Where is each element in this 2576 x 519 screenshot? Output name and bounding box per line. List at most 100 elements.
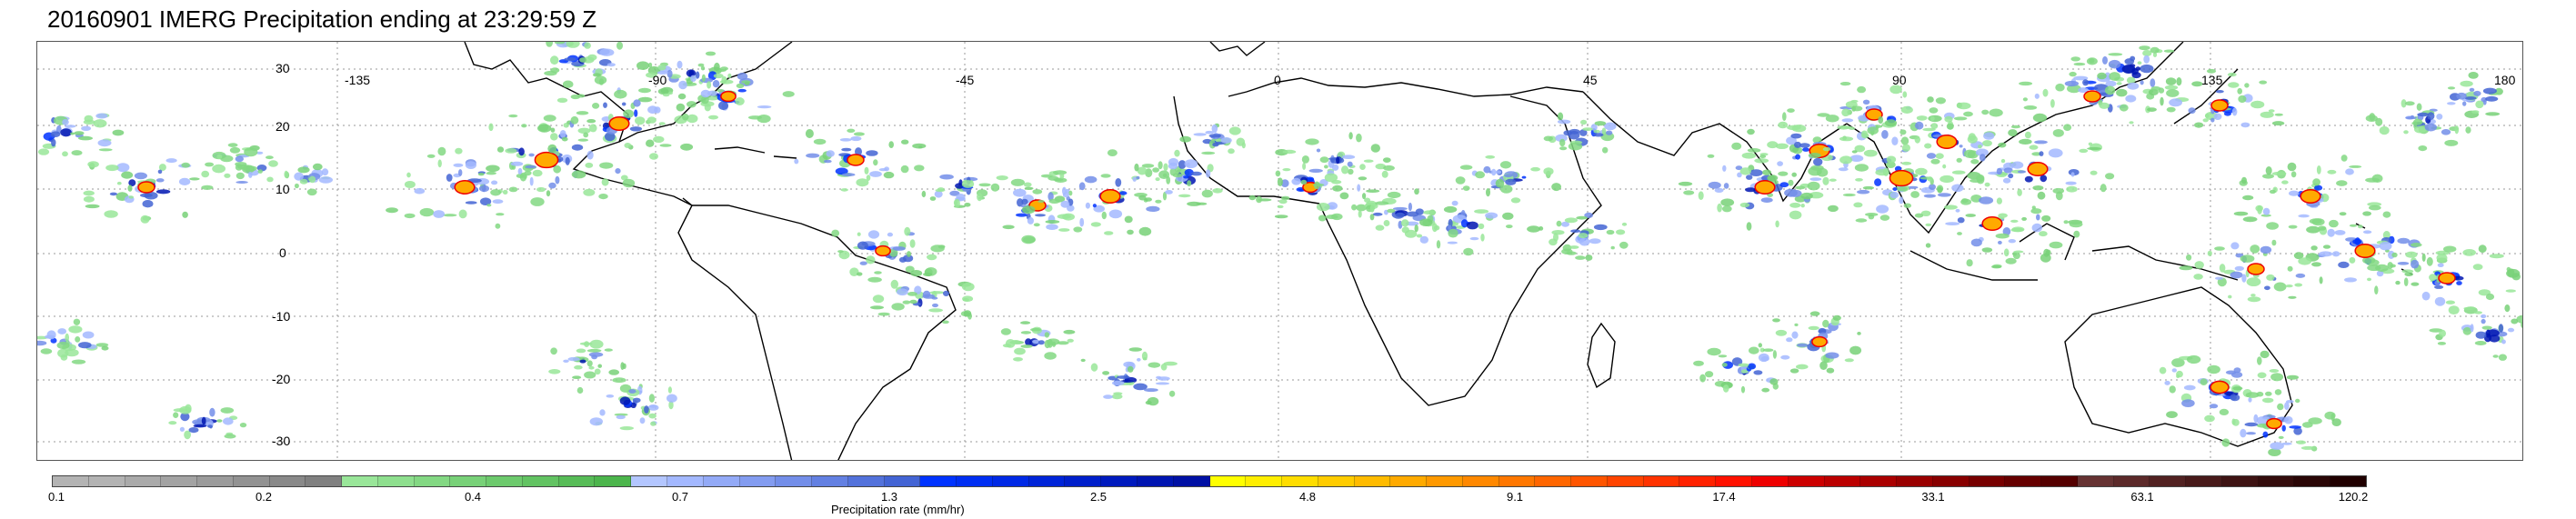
rain-cell (2070, 56, 2080, 62)
rain-cell (1963, 149, 1976, 158)
rain-cell (2489, 254, 2504, 259)
rain-cell (1779, 182, 1789, 188)
rain-cell (1080, 358, 1086, 363)
rain-cell (892, 246, 906, 251)
rain-cell (1020, 321, 1031, 324)
rain-cell (2099, 102, 2110, 109)
rain-cell (1775, 143, 1789, 149)
rain-cell (2011, 226, 2025, 233)
rain-cell (566, 42, 580, 48)
rain-cell (1469, 236, 1479, 241)
rain-cell (2434, 296, 2446, 306)
rain-cell (1045, 220, 1060, 224)
rain-cell (835, 167, 848, 175)
rain-cell (2268, 109, 2275, 113)
rain-cell (1141, 351, 1148, 361)
rain-cell (227, 143, 238, 147)
rain-cell (308, 175, 316, 184)
rain-cell (1960, 198, 1972, 205)
rain-cell (1838, 167, 1849, 172)
rain-cell (2031, 152, 2042, 156)
rain-cell (2447, 86, 2456, 90)
rain-cell (1020, 344, 1033, 348)
rain-cell (1302, 162, 1307, 170)
rain-cell (930, 245, 945, 253)
rain-cell (1000, 328, 1011, 335)
rain-cell (2008, 239, 2016, 244)
rain-cell (2050, 99, 2055, 108)
colorbar-swatch (269, 476, 306, 486)
rain-cell (1794, 141, 1801, 148)
rain-cell (1211, 124, 1218, 134)
rain-cell (900, 165, 909, 174)
rain-cell (496, 213, 505, 216)
rain-cell (1521, 175, 1527, 179)
rain-cell (1849, 345, 1862, 355)
rain-cell (419, 207, 435, 217)
rain-cell (2221, 438, 2230, 447)
rain-cell (604, 348, 613, 352)
rain-cell (2454, 125, 2460, 135)
rain-cell (2234, 265, 2244, 271)
rain-cell (1925, 223, 1932, 226)
rain-cell (737, 72, 748, 81)
rain-cell (1174, 149, 1180, 157)
rain-cell (2369, 205, 2381, 211)
rain-cell (104, 210, 118, 218)
rain-cell (1331, 164, 1339, 171)
rain-cell (1324, 173, 1338, 183)
rain-cell (2269, 369, 2280, 373)
rain-cell (677, 93, 687, 100)
rain-cell (2109, 72, 2120, 81)
rain-cell (1678, 181, 1693, 186)
rain-cell (2416, 103, 2422, 111)
rain-cell (2452, 275, 2464, 281)
rain-cell (1393, 206, 1408, 211)
rain-cell (867, 276, 882, 283)
rain-cell (1093, 205, 1105, 213)
rain-cell (658, 122, 666, 125)
rain-cell (1768, 175, 1779, 182)
rain-cell (1101, 211, 1108, 220)
rain-cell (2498, 354, 2507, 361)
rain-cell (1048, 198, 1060, 204)
rain-cell (1915, 121, 1924, 130)
lon-label: 90 (1892, 73, 1907, 87)
rain-cell (1190, 171, 1202, 176)
rain-cell (1448, 225, 1452, 231)
rain-cell (1944, 115, 1953, 123)
rain-cell (1331, 213, 1343, 221)
rain-cell (2365, 177, 2381, 183)
rain-cell (888, 141, 894, 148)
rain-cell (2176, 370, 2183, 378)
rain-cell (1951, 184, 1964, 193)
rain-cell (2002, 177, 2011, 184)
precipitation-map[interactable]: -135 -90 -45 0 45 90 135 180 30 20 10 0 … (36, 41, 2523, 461)
rain-cell (2034, 140, 2048, 145)
rain-cell (1747, 128, 1755, 135)
rain-cell (1201, 189, 1213, 198)
rain-cell (2411, 243, 2422, 247)
rain-cell (1959, 145, 1963, 148)
rain-cell (719, 66, 729, 71)
rain-cell (877, 312, 890, 316)
rain-cell (1419, 235, 1429, 244)
precipitation-cells (37, 42, 2522, 456)
rain-cell (1212, 142, 1219, 147)
rain-cell (678, 80, 687, 90)
rain-cell (2179, 265, 2193, 271)
rain-cell (1032, 339, 1040, 344)
rain-cell (929, 291, 945, 294)
rain-cell (2443, 245, 2457, 253)
rain-cell (2462, 249, 2476, 256)
rain-cell (455, 147, 463, 155)
rain-cell (2147, 107, 2157, 112)
rain-cell (2063, 124, 2072, 131)
rain-cell (2143, 55, 2150, 64)
rain-cell (1044, 352, 1057, 360)
rain-cell (216, 154, 223, 159)
rain-cell (2469, 87, 2475, 92)
rain-cell (856, 178, 869, 187)
rain-cell (1063, 329, 1076, 334)
rain-cell (1366, 189, 1380, 193)
